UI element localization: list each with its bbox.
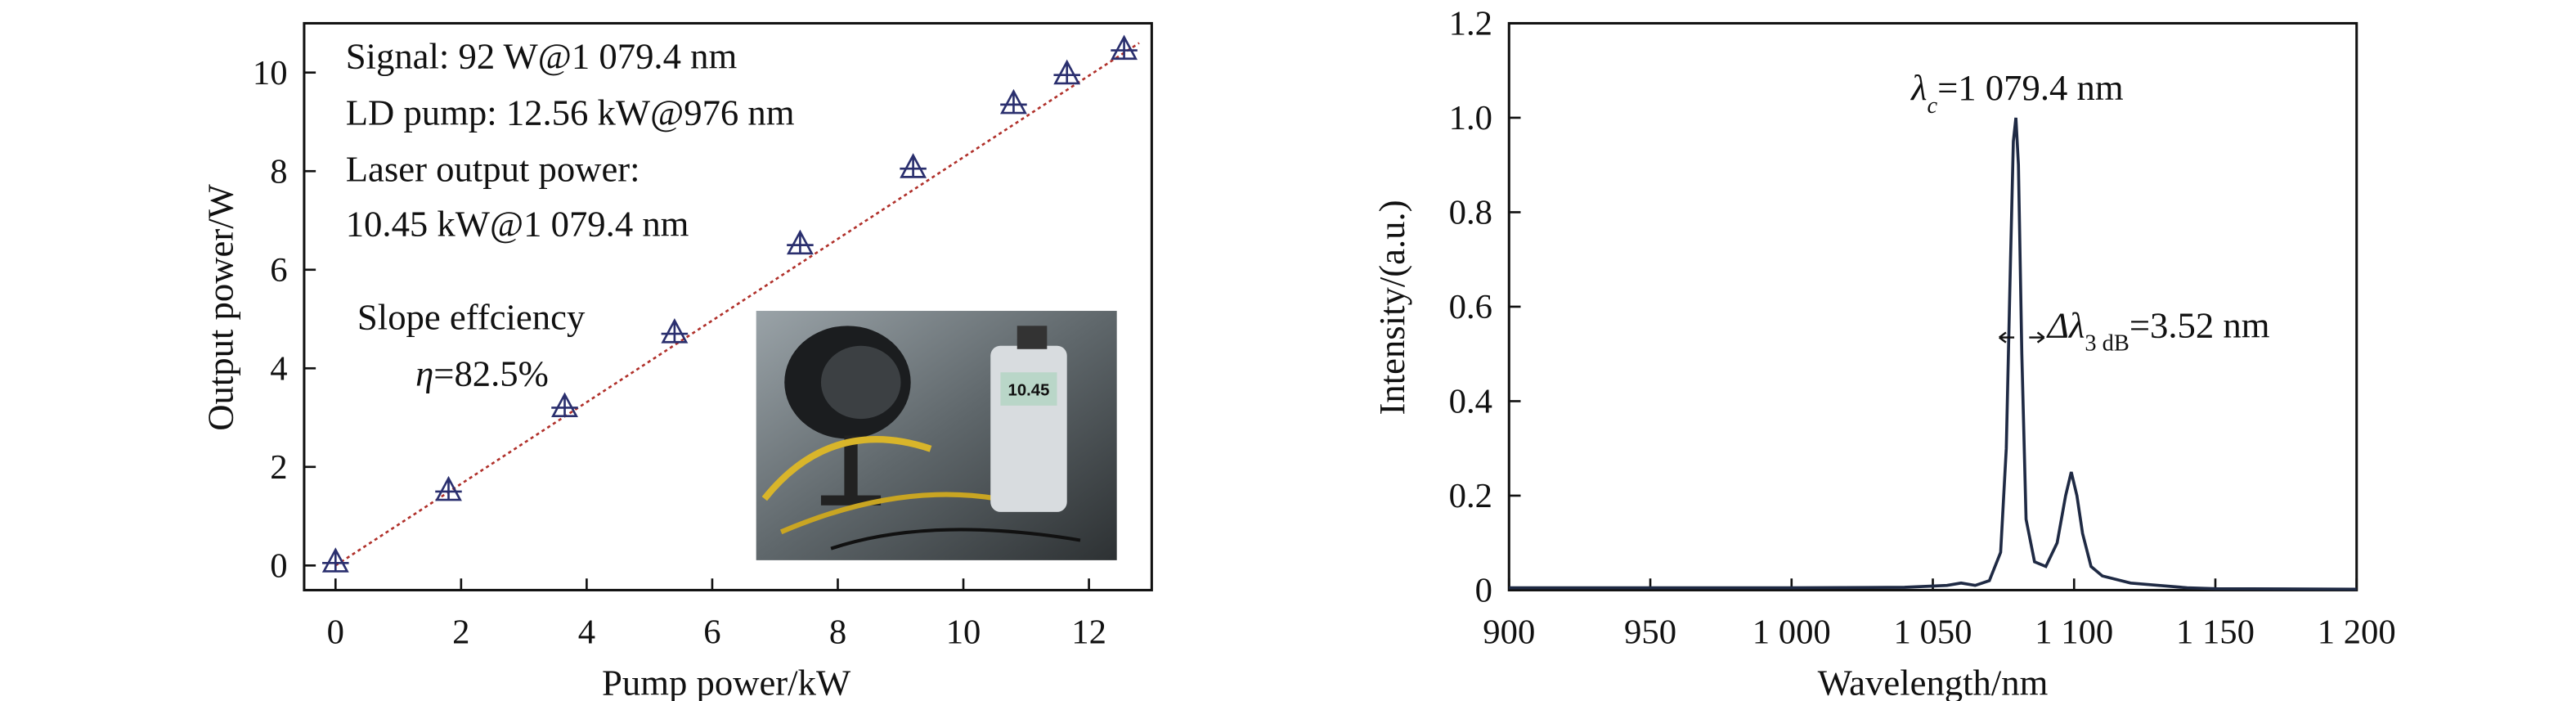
data-point	[435, 475, 462, 501]
y-tick-label: 8	[270, 152, 287, 191]
bandwidth-arrows	[1999, 331, 2045, 344]
y-tick-label: 0	[1475, 572, 1492, 610]
data-point	[1000, 88, 1027, 115]
x-tick-label: 12	[1071, 613, 1106, 651]
fit-line	[334, 42, 1140, 567]
x-tick-label: 2	[452, 613, 469, 651]
label-text: =3.52 nm	[2129, 305, 2270, 346]
x-tick-label: 950	[1624, 613, 1676, 651]
label-subscript: 3 dB	[2085, 330, 2129, 356]
slope-value: =82.5%	[433, 353, 549, 393]
x-tick-label: 900	[1483, 613, 1535, 651]
x-tick-label: 10	[946, 613, 981, 651]
y-tick-label: 0.4	[1449, 383, 1492, 421]
y-tick-label: 1.2	[1449, 5, 1492, 43]
data-point	[786, 229, 814, 255]
spectrum-line	[1509, 117, 2357, 591]
x-tick-label: 1 050	[1894, 613, 1972, 651]
x-tick-label: 1 200	[2318, 613, 2396, 651]
data-point	[900, 153, 927, 178]
peak-label: λc=1 079.4 nm	[1910, 67, 2124, 119]
y-tick-label: 2	[270, 448, 287, 487]
x-tick-label: 6	[703, 613, 720, 651]
x-tick-label: 1 000	[1752, 613, 1831, 651]
y-axis-label: Intensity/(a.u.)	[1371, 200, 1412, 415]
annotation: Slope effciency	[357, 296, 586, 337]
x-axis-label: Pump power/kW	[602, 662, 851, 701]
data-point	[661, 318, 689, 344]
inset-photo	[756, 311, 1117, 560]
bandwidth-label: Δλ3 dB=3.52 nm	[2046, 305, 2270, 357]
x-tick-label: 1 100	[2035, 613, 2113, 651]
x-tick-label: 0	[327, 613, 344, 651]
inset-display: 10.45	[1008, 382, 1050, 400]
x-axis-label: Wavelength/nm	[1818, 662, 2049, 701]
annotation: Signal: 92 W@1 079.4 nm	[346, 35, 738, 76]
y-tick-label: 10	[253, 54, 288, 92]
annotation: Laser output power:	[346, 149, 640, 190]
slope-symbol: η	[415, 353, 433, 393]
label-symbol: Δλ	[2046, 305, 2085, 346]
data-point	[321, 547, 349, 573]
y-tick-label: 6	[270, 251, 287, 290]
plot-frame	[303, 21, 1153, 591]
label-symbol: λ	[1910, 67, 1927, 108]
x-tick-label: 8	[829, 613, 846, 651]
x-tick-label: 1 150	[2176, 613, 2255, 651]
slope-label: η=82.5%	[415, 353, 549, 393]
y-tick-label: 4	[270, 350, 287, 389]
data-point	[1111, 34, 1138, 61]
y-tick-label: 0	[270, 547, 287, 586]
x-tick-label: 4	[578, 613, 595, 651]
y-axis-label: Output power/W	[200, 183, 241, 430]
annotation: 10.45 kW@1 079.4 nm	[346, 204, 689, 245]
y-tick-label: 1.0	[1449, 99, 1492, 137]
y-tick-label: 0.8	[1449, 194, 1492, 232]
label-subscript: c	[1927, 92, 1937, 118]
label-text: =1 079.4 nm	[1937, 67, 2124, 108]
y-tick-label: 0.6	[1449, 288, 1492, 326]
y-tick-label: 0.2	[1449, 477, 1492, 515]
data-point	[551, 392, 578, 417]
annotation: LD pump: 12.56 kW@976 nm	[346, 92, 795, 133]
data-point	[1053, 59, 1081, 85]
